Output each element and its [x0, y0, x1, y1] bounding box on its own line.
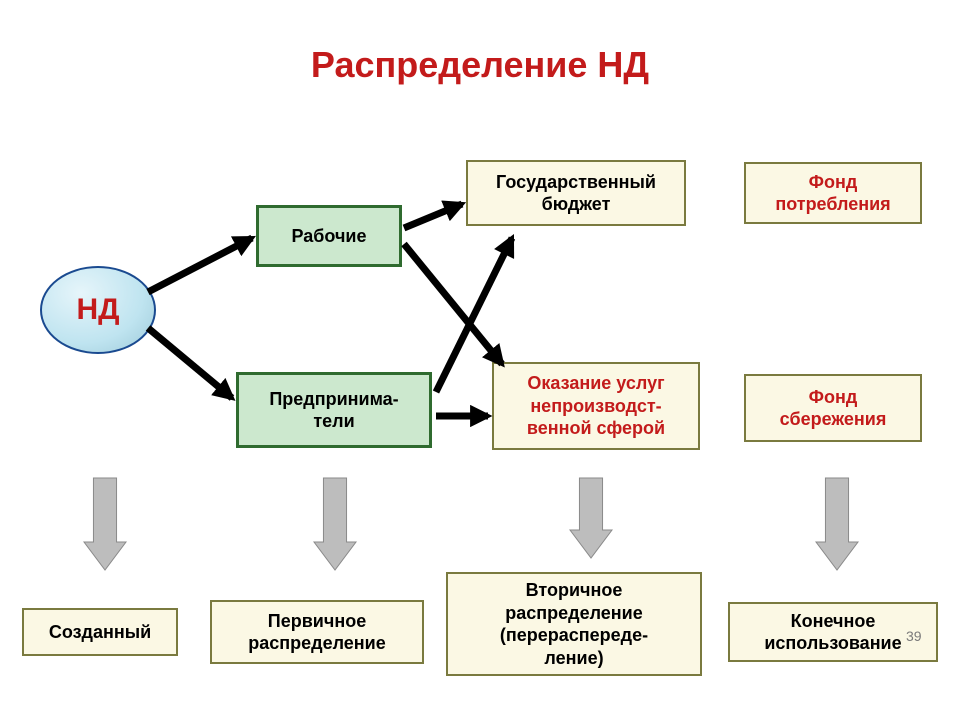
flow-arrow — [404, 204, 462, 228]
node-nd-label: НД — [76, 293, 119, 327]
box-fund-cons-label: Фонд потребления — [775, 171, 890, 216]
stage-arrow-icon — [314, 478, 356, 570]
box-services: Оказание услуг непроизводст-венной сферо… — [492, 362, 700, 450]
box-secondary: Вторичное распределение (перерасперeде- … — [446, 572, 702, 676]
box-workers: Рабочие — [256, 205, 402, 267]
box-fund-save: Фонд сбережения — [744, 374, 922, 442]
box-fund-save-label: Фонд сбережения — [780, 386, 887, 431]
stage-arrow-icon — [816, 478, 858, 570]
page-number: 39 — [906, 628, 922, 644]
flow-arrow — [404, 244, 502, 364]
box-entrepreneurs-label: Предпринима- тели — [269, 388, 398, 433]
box-budget-label: Государственный бюджет — [496, 171, 656, 216]
box-final-label: Конечное использование — [764, 610, 901, 655]
diagram-title: Распределение НД — [0, 44, 960, 86]
box-primary-label: Первичное распределение — [248, 610, 386, 655]
stage-arrow-icon — [84, 478, 126, 570]
node-nd: НД — [40, 266, 156, 354]
box-workers-label: Рабочие — [292, 225, 367, 248]
box-created: Созданный — [22, 608, 178, 656]
box-created-label: Созданный — [49, 621, 151, 644]
box-entrepreneurs: Предпринима- тели — [236, 372, 432, 448]
stage-arrow-icon — [570, 478, 612, 558]
box-fund-cons: Фонд потребления — [744, 162, 922, 224]
flow-arrow — [148, 328, 232, 398]
box-budget: Государственный бюджет — [466, 160, 686, 226]
box-primary: Первичное распределение — [210, 600, 424, 664]
flow-arrow — [148, 238, 252, 292]
box-secondary-label: Вторичное распределение (перерасперeде- … — [500, 579, 648, 669]
box-services-label: Оказание услуг непроизводст-венной сферо… — [500, 372, 692, 440]
